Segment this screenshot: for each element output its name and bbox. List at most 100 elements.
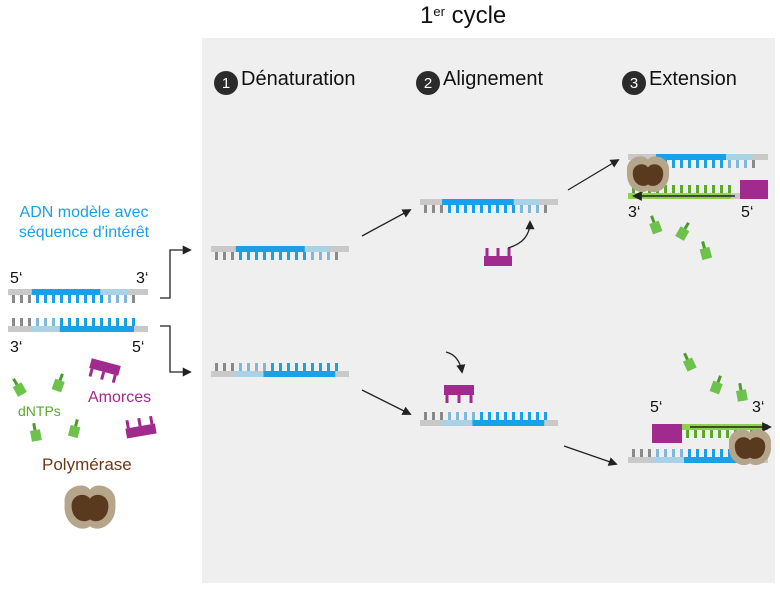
dntp-free — [736, 382, 748, 402]
polymerase-label: Polymérase — [42, 455, 132, 474]
step-number-badge: 1 — [214, 71, 238, 95]
step-denaturation: 1 Dénaturation — [214, 63, 356, 95]
strand-segment — [442, 199, 514, 205]
dntp-stem — [32, 422, 37, 431]
strand-base — [295, 252, 298, 260]
strand-base — [432, 412, 435, 420]
strand-base — [279, 252, 282, 260]
strand-base — [744, 160, 747, 168]
strand-base — [287, 252, 290, 260]
polymerase-core — [71, 494, 109, 522]
end-label-5-top: 5‘ — [10, 270, 23, 287]
strand-segment — [31, 289, 101, 295]
strand-base — [239, 252, 242, 260]
primer-tooth — [445, 395, 449, 403]
template-strand-bottom — [8, 318, 148, 332]
template-strand-top — [8, 289, 148, 303]
strand-base — [710, 430, 713, 438]
strand-base — [36, 295, 39, 303]
strand-base — [60, 295, 63, 303]
strand-base — [448, 205, 451, 213]
strand-base — [335, 252, 338, 260]
denatured-strand-bottom — [211, 363, 349, 377]
dntp-free — [51, 373, 65, 393]
dntp-stem — [58, 373, 64, 381]
arrow-align-to-ext-bottom — [563, 445, 618, 466]
dntp-body — [30, 429, 42, 442]
step-number-badge: 3 — [622, 71, 646, 95]
strand-base — [116, 295, 119, 303]
strand-base — [424, 412, 427, 420]
dntp-body — [682, 357, 697, 372]
strand-base — [694, 430, 697, 438]
dntp-body — [12, 382, 27, 397]
strand-base — [20, 295, 23, 303]
strand-segment — [304, 246, 330, 252]
strand-base — [295, 363, 298, 371]
dntp-free — [682, 352, 697, 372]
polymerase-core — [734, 437, 766, 459]
strand-segment — [726, 154, 752, 160]
end-label-3-ext-bottom: 3‘ — [752, 399, 765, 416]
dntp-body — [699, 246, 713, 261]
strand-base — [456, 205, 459, 213]
strand-base — [680, 449, 683, 457]
dntp-body — [709, 380, 723, 395]
arrow-denat-to-align-bottom — [361, 389, 412, 415]
primer-tooth — [507, 248, 511, 256]
strand-base — [440, 205, 443, 213]
strand-base — [464, 205, 467, 213]
primer-tooth — [485, 248, 489, 256]
denatured-strand-top — [211, 246, 349, 260]
strand-base — [672, 449, 675, 457]
strand-base — [68, 318, 71, 326]
strand-base — [512, 205, 515, 213]
strand-base — [544, 412, 547, 420]
dntp-stem — [738, 382, 743, 391]
strand-base — [686, 430, 689, 438]
strand-segment — [513, 199, 539, 205]
strand-base — [116, 318, 119, 326]
strand-base — [688, 449, 691, 457]
strand-base — [664, 185, 667, 193]
aligned-strand-top — [420, 199, 558, 213]
strand-base — [536, 205, 539, 213]
dntp-body — [51, 378, 65, 393]
process-panel — [202, 38, 775, 583]
end-label-3-bottom: 3‘ — [10, 339, 23, 356]
strand-base — [672, 185, 675, 193]
strand-base — [319, 363, 322, 371]
dntp-stem — [12, 377, 19, 386]
strand-base — [215, 363, 218, 371]
strand-base — [718, 430, 721, 438]
primer-tooth — [125, 420, 130, 429]
strand-segment — [100, 289, 129, 295]
strand-base — [512, 412, 515, 420]
strand-base — [247, 363, 250, 371]
primer-body — [444, 385, 474, 395]
strand-segment — [653, 457, 684, 463]
strand-base — [696, 160, 699, 168]
primer-approach-bottom — [444, 385, 474, 403]
primers-label: Amorces — [88, 389, 152, 406]
dntp-stem — [650, 215, 656, 223]
primer-free — [88, 358, 121, 384]
primer-approach-top — [484, 248, 512, 266]
strand-base — [726, 430, 729, 438]
dntp-free — [30, 422, 42, 442]
strand-base — [263, 252, 266, 260]
strand-segment — [656, 154, 726, 160]
strand-base — [632, 185, 635, 193]
dntp-free — [67, 419, 81, 439]
strand-base — [472, 205, 475, 213]
primer-body — [125, 423, 157, 439]
strand-base — [480, 205, 483, 213]
strand-base — [76, 295, 79, 303]
dntp-body — [649, 220, 663, 235]
polymerase-bottom — [728, 429, 772, 466]
strand-base — [231, 252, 234, 260]
strand-base — [132, 295, 135, 303]
strand-base — [528, 205, 531, 213]
strand-base — [696, 185, 699, 193]
